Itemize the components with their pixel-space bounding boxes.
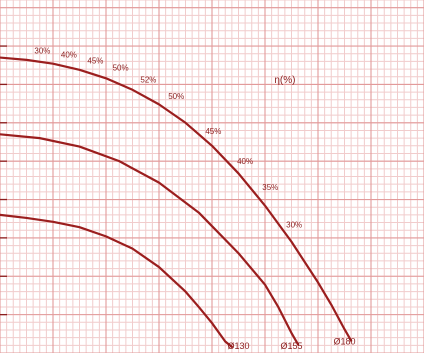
curve-1	[0, 133, 300, 346]
left-tick-group	[0, 45, 7, 316]
curve-0	[0, 213, 233, 348]
efficiency-label-9: 30%	[286, 221, 302, 230]
curve-label-0: Ø130	[227, 341, 249, 351]
efficiency-label-5: 50%	[168, 92, 184, 101]
efficiency-label-2: 45%	[87, 57, 103, 66]
curves-group	[0, 56, 353, 348]
curve-labels-group: Ø130 Ø155 Ø180	[227, 337, 355, 352]
efficiency-label-4: 52%	[140, 76, 156, 85]
curve-2	[0, 56, 353, 342]
efficiency-label-6: 45%	[205, 127, 221, 136]
efficiency-label-0: 30%	[34, 47, 50, 56]
curve-label-1: Ø155	[280, 341, 302, 351]
efficiency-label-1: 40%	[61, 50, 77, 59]
curve-label-2: Ø180	[333, 337, 355, 347]
efficiency-labels-group: 30% 40% 45% 50% 52% 50% 45% 40% 35% 30%	[34, 47, 302, 230]
efficiency-label-7: 40%	[237, 157, 253, 166]
efficiency-label-8: 35%	[262, 183, 278, 192]
efficiency-label-3: 50%	[113, 63, 129, 72]
efficiency-axis-label: η(%)	[274, 75, 295, 86]
